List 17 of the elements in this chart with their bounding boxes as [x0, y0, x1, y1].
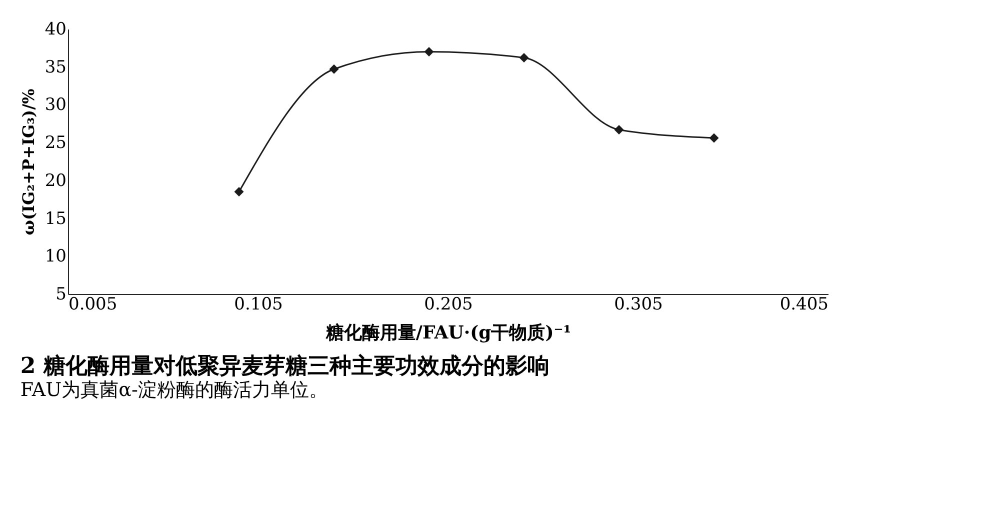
- x-tick-label: 0.105: [234, 294, 283, 314]
- text: 2 糖化酶用量对低聚异麦芽糖三种主要功效成分的影响: [20, 353, 550, 379]
- y-tick-label: 25: [44, 133, 66, 154]
- y-tick-label: 20: [44, 170, 66, 191]
- y-axis-title: ω(IG₂+P+IG₃)/%: [18, 88, 38, 236]
- text: FAU为真菌α-淀粉酶的酶活力单位。: [20, 379, 328, 401]
- x-tick-label: 0.305: [614, 294, 663, 314]
- y-tick-label: 30: [44, 95, 66, 116]
- y-tick-label: 10: [44, 246, 66, 267]
- y-tick-label: 5: [56, 284, 66, 304]
- x-tick-label: 0.005: [68, 294, 118, 314]
- y-tick-label: 15: [44, 208, 66, 229]
- y-tick-label: 40: [44, 20, 66, 40]
- x-tick-label: 0.405: [780, 294, 828, 314]
- y-tick-label: 35: [44, 57, 66, 78]
- x-axis-title: 糖化酶用量/FAU·(g干物质)⁻¹: [324, 322, 572, 344]
- x-tick-label: 0.205: [424, 294, 473, 314]
